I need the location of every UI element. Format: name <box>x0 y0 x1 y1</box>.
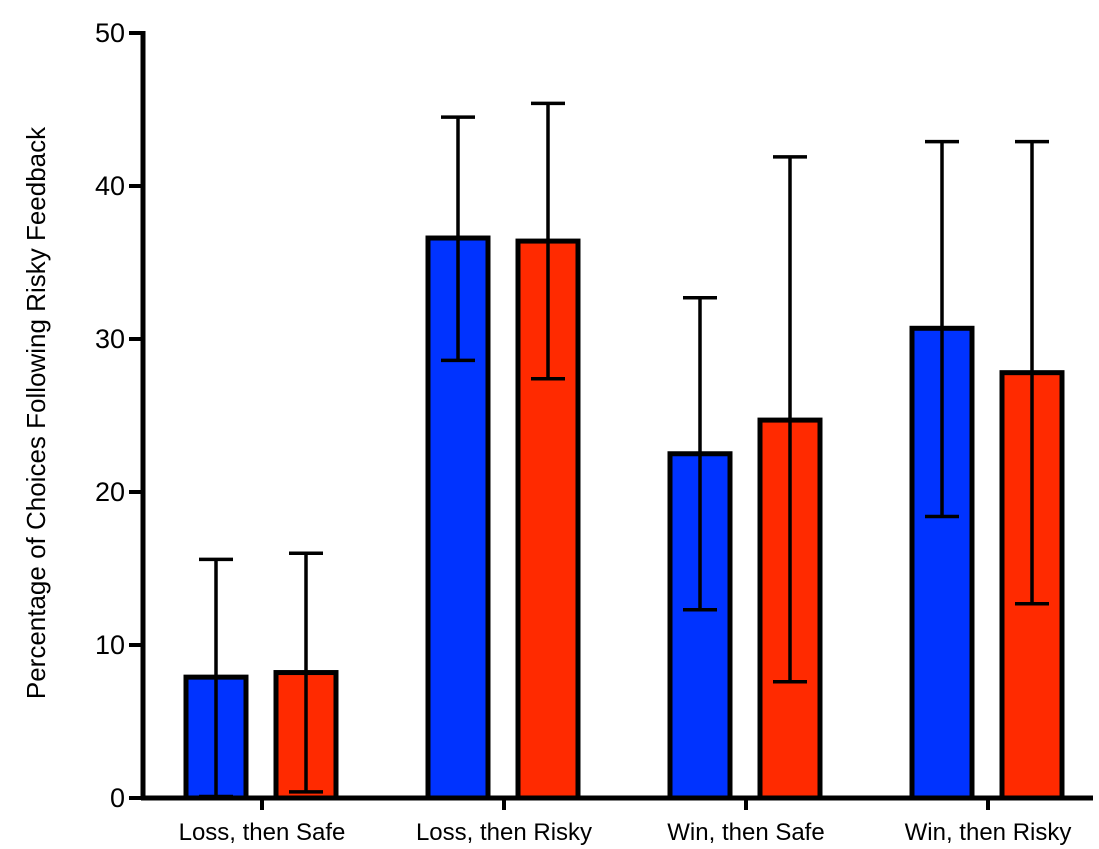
y-tick-label: 40 <box>95 171 125 201</box>
x-category-label: Loss, then Safe <box>179 819 346 846</box>
x-category-label: Win, then Safe <box>667 819 824 846</box>
y-tick-label: 0 <box>110 783 125 813</box>
x-category-label: Loss, then Risky <box>416 819 592 846</box>
bars-layer <box>183 101 1065 801</box>
error-bar <box>289 551 323 794</box>
y-tick-label: 50 <box>95 18 125 48</box>
y-tick-label: 30 <box>95 324 125 354</box>
y-axis-label: Percentage of Choices Following Risky Fe… <box>21 126 51 699</box>
error-bar <box>1015 139 1049 606</box>
error-bar <box>773 155 807 684</box>
x-category-label: Win, then Risky <box>905 819 1072 846</box>
axes-layer: 0 10 20 30 40 50 Loss, then Safe Loss, then Ris… <box>95 18 1093 846</box>
error-bar <box>531 101 565 381</box>
y-tick-label: 10 <box>95 630 125 660</box>
error-bar <box>441 115 475 363</box>
error-bar <box>683 295 717 612</box>
error-bar <box>925 139 959 519</box>
y-tick-label: 20 <box>95 477 125 507</box>
